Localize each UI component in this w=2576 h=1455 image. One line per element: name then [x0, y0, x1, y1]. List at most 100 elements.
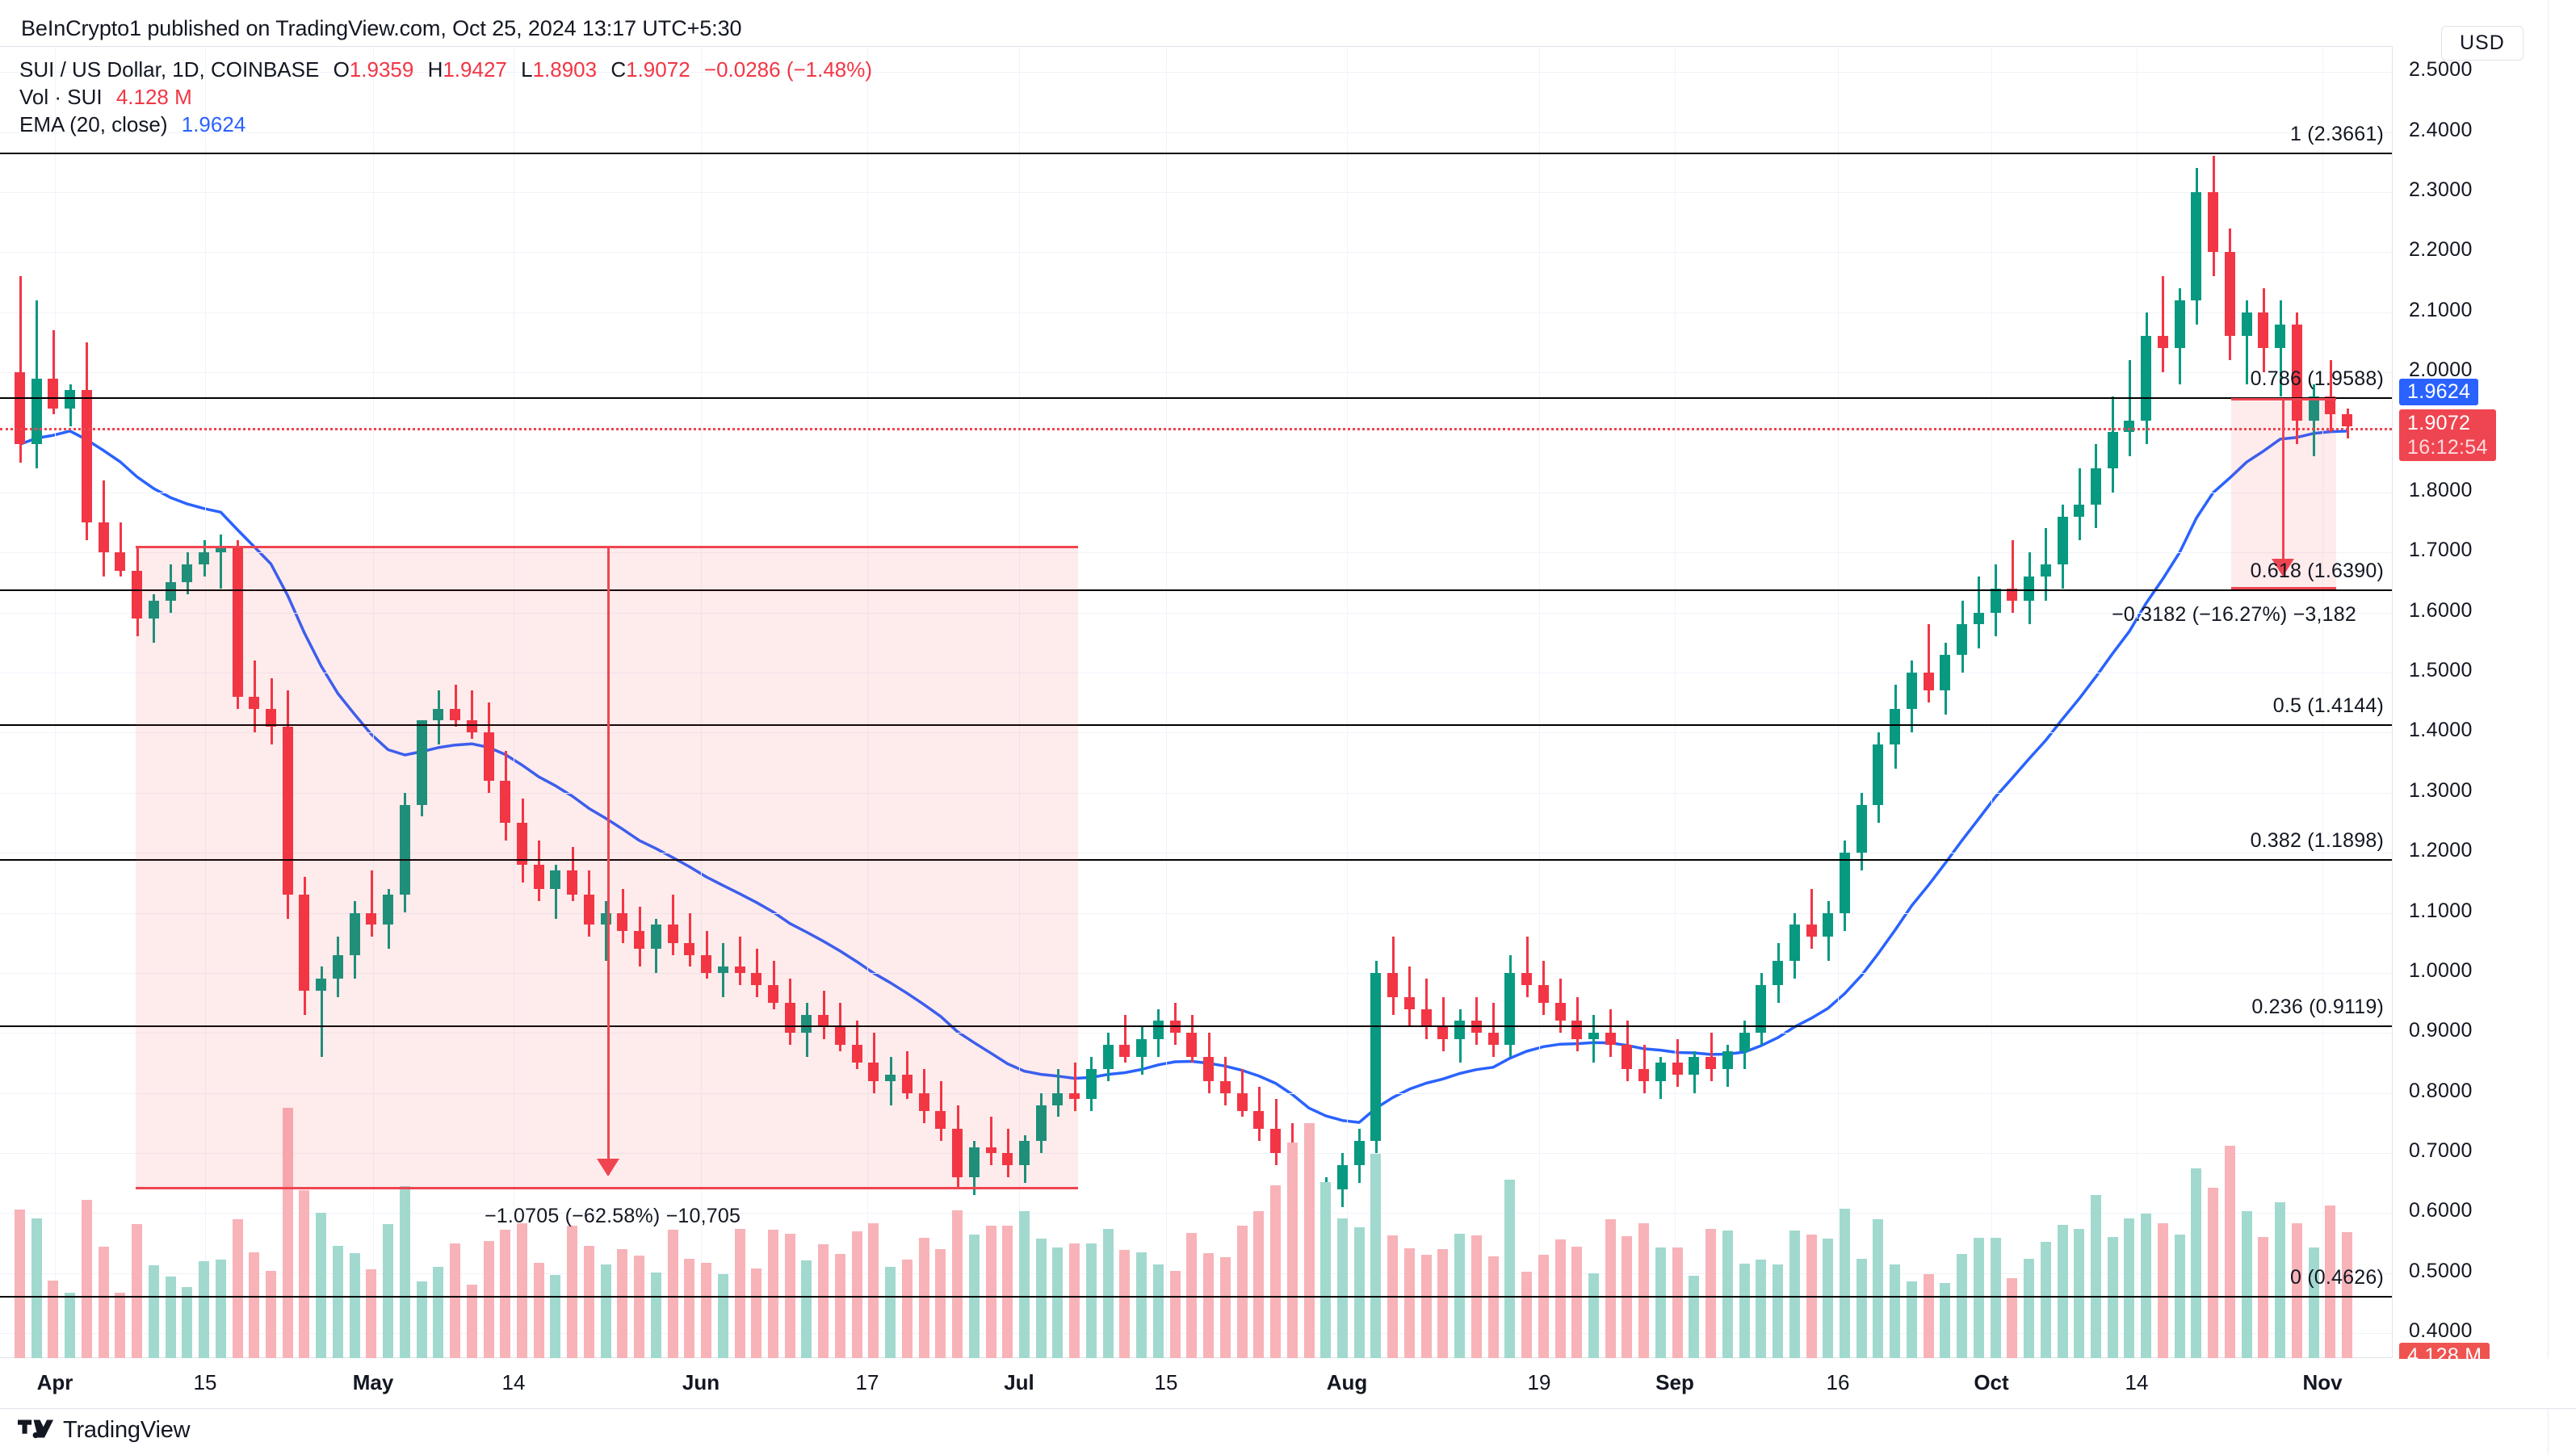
candlestick[interactable]	[1991, 588, 2001, 613]
candlestick[interactable]	[2325, 396, 2335, 415]
candlestick[interactable]	[1354, 1141, 1365, 1165]
candlestick[interactable]	[735, 967, 745, 973]
candlestick[interactable]	[651, 925, 661, 950]
chart-frame[interactable]	[0, 46, 2576, 1358]
candlestick[interactable]	[1488, 1033, 1499, 1046]
candlestick[interactable]	[1504, 972, 1515, 1046]
candlestick[interactable]	[2041, 564, 2051, 577]
candlestick[interactable]	[199, 552, 209, 565]
candlestick[interactable]	[1924, 672, 1934, 691]
candlestick[interactable]	[1119, 1045, 1130, 1057]
fib-level-line[interactable]	[0, 396, 2392, 399]
candlestick[interactable]	[132, 570, 142, 619]
candlestick[interactable]	[902, 1075, 913, 1093]
fib-level-line[interactable]	[0, 589, 2392, 591]
candlestick[interactable]	[82, 390, 92, 523]
candlestick[interactable]	[1722, 1050, 1733, 1069]
candlestick[interactable]	[1387, 972, 1398, 997]
candlestick[interactable]	[517, 822, 527, 865]
candlestick[interactable]	[835, 1026, 845, 1046]
candlestick[interactable]	[1806, 925, 1817, 937]
candlestick[interactable]	[1638, 1068, 1649, 1081]
candlestick[interactable]	[2074, 504, 2084, 517]
candlestick[interactable]	[1672, 1063, 1683, 1076]
candlestick[interactable]	[952, 1129, 963, 1177]
candlestick[interactable]	[2208, 191, 2218, 253]
candlestick[interactable]	[1370, 972, 1381, 1142]
candlestick[interactable]	[350, 912, 360, 955]
candlestick[interactable]	[1890, 708, 1900, 745]
candlestick[interactable]	[433, 708, 443, 721]
candlestick[interactable]	[1052, 1092, 1063, 1105]
fib-level-line[interactable]	[0, 1025, 2392, 1028]
candlestick[interactable]	[99, 522, 109, 553]
candlestick[interactable]	[1756, 984, 1766, 1034]
candlestick[interactable]	[149, 600, 159, 619]
candlestick[interactable]	[1002, 1153, 1013, 1165]
candlestick[interactable]	[801, 1014, 812, 1034]
candlestick[interactable]	[2024, 576, 2034, 601]
legend-volume-row[interactable]: Vol · SUI 4.128 M	[19, 83, 872, 111]
candlestick[interactable]	[1689, 1057, 1699, 1076]
candlestick[interactable]	[233, 546, 243, 697]
candlestick[interactable]	[417, 720, 427, 805]
candlestick[interactable]	[1622, 1045, 1632, 1069]
candlestick[interactable]	[249, 696, 259, 709]
candlestick[interactable]	[1036, 1105, 1047, 1142]
last-price-badge[interactable]: 1.9072 16:12:54	[2399, 409, 2496, 462]
candlestick[interactable]	[1873, 744, 1883, 805]
fib-level-line[interactable]	[0, 152, 2392, 154]
candlestick[interactable]	[2175, 300, 2185, 349]
candlestick[interactable]	[15, 372, 25, 445]
candlestick[interactable]	[2258, 312, 2268, 349]
candlestick[interactable]	[1605, 1033, 1616, 1046]
candlestick[interactable]	[1571, 1021, 1582, 1039]
candlestick[interactable]	[2309, 396, 2319, 421]
candlestick[interactable]	[65, 390, 75, 409]
candlestick[interactable]	[718, 967, 728, 973]
candlestick[interactable]	[1538, 984, 1549, 1004]
candlestick[interactable]	[1789, 925, 1800, 961]
fib-level-line[interactable]	[0, 858, 2392, 861]
candlestick[interactable]	[1705, 1057, 1716, 1069]
candlestick[interactable]	[2292, 324, 2302, 421]
candlestick[interactable]	[868, 1063, 879, 1081]
candlestick[interactable]	[2342, 414, 2352, 427]
candlestick[interactable]	[567, 870, 577, 895]
candlestick[interactable]	[2191, 191, 2201, 300]
candlestick[interactable]	[1421, 1008, 1432, 1027]
legend-symbol-row[interactable]: SUI / US Dollar, 1D, COINBASE O1.9359 H1…	[19, 56, 872, 83]
candlestick[interactable]	[48, 378, 58, 409]
candlestick[interactable]	[1555, 1003, 1566, 1021]
candlestick[interactable]	[617, 912, 627, 931]
candlestick[interactable]	[1521, 972, 1532, 985]
candlestick[interactable]	[1253, 1110, 1264, 1130]
candlestick[interactable]	[668, 925, 678, 943]
candlestick[interactable]	[2058, 516, 2068, 565]
fib-level-line[interactable]	[0, 723, 2392, 726]
candlestick[interactable]	[885, 1075, 896, 1081]
candlestick[interactable]	[1186, 1033, 1197, 1057]
candlestick[interactable]	[31, 378, 42, 445]
candlestick[interactable]	[1019, 1141, 1030, 1165]
candlestick[interactable]	[1588, 1033, 1599, 1039]
legend-ema-row[interactable]: EMA (20, close) 1.9624	[19, 111, 872, 138]
candlestick[interactable]	[166, 582, 176, 601]
candlestick[interactable]	[1270, 1129, 1281, 1153]
candlestick[interactable]	[1940, 654, 1950, 691]
candlestick[interactable]	[701, 954, 711, 973]
candlestick[interactable]	[785, 1003, 795, 1034]
currency-badge[interactable]: USD	[2441, 26, 2524, 61]
candlestick[interactable]	[986, 1147, 996, 1153]
candlestick[interactable]	[2158, 336, 2168, 349]
candlestick[interactable]	[1404, 996, 1415, 1009]
candlestick[interactable]	[2007, 588, 2017, 601]
candlestick[interactable]	[383, 895, 393, 925]
candlestick[interactable]	[969, 1147, 980, 1177]
candlestick[interactable]	[2225, 252, 2235, 337]
candlestick[interactable]	[500, 780, 510, 823]
candlestick[interactable]	[182, 564, 192, 583]
candlestick[interactable]	[584, 895, 594, 925]
candlestick[interactable]	[2091, 468, 2101, 505]
candlestick[interactable]	[534, 865, 544, 889]
